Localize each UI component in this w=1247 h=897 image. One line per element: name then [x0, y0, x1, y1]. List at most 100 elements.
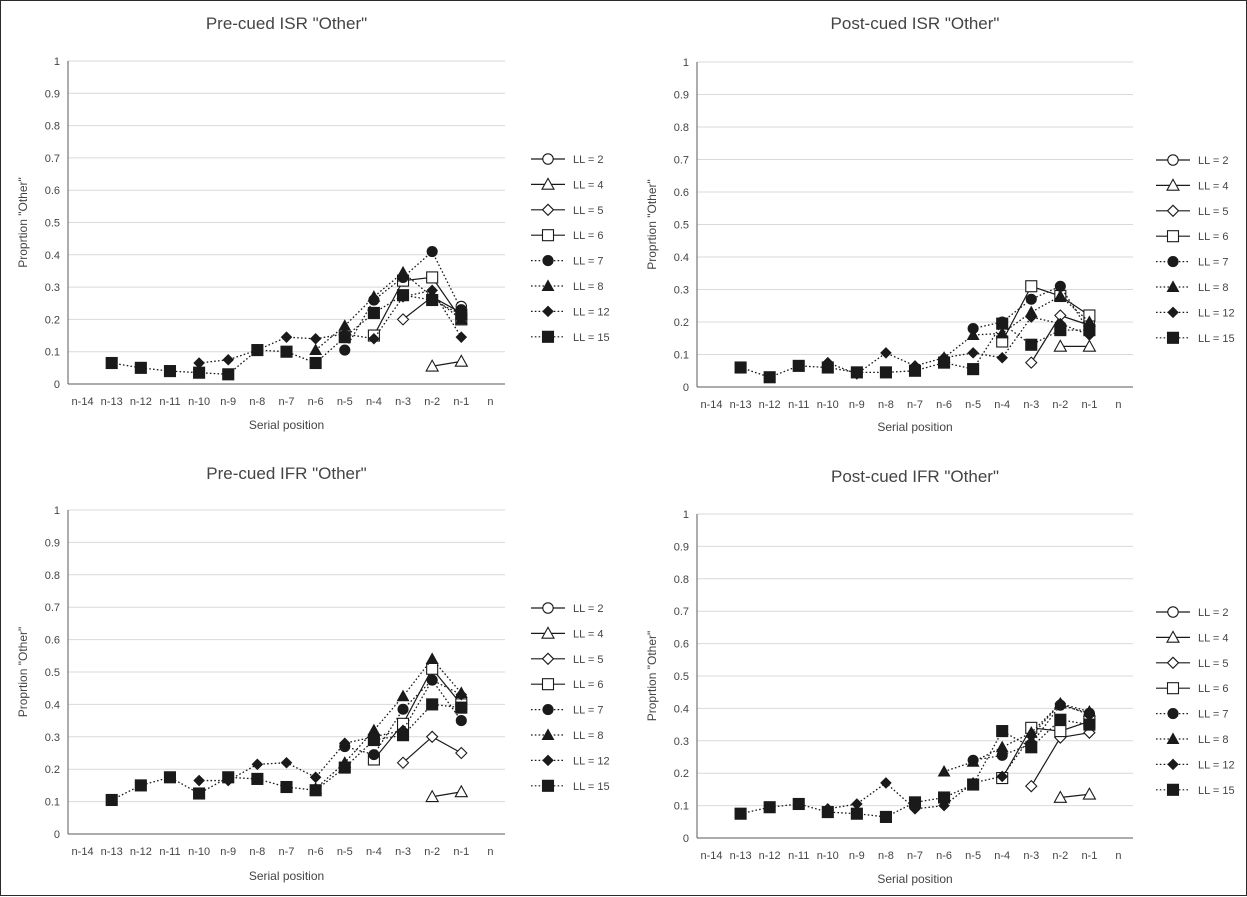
series-ll-8	[309, 652, 468, 794]
data-point	[763, 801, 776, 814]
legend-label: LL = 8	[573, 730, 603, 742]
x-tick-label: n-12	[130, 846, 152, 858]
data-point	[996, 770, 1008, 783]
x-tick-label: n-13	[730, 399, 752, 411]
data-point	[222, 368, 235, 381]
data-point	[368, 749, 380, 761]
x-tick-label: n-2	[424, 396, 440, 408]
series-line	[943, 295, 1090, 359]
series-ll-15	[734, 317, 1096, 384]
legend-entry: LL = 4	[1156, 178, 1228, 192]
legend-entry: LL = 7	[531, 255, 603, 268]
y-tick-label: 0.4	[674, 703, 689, 715]
data-point	[455, 308, 468, 321]
y-tick-label: 0.8	[45, 121, 60, 133]
x-axis-label: Serial position	[877, 872, 952, 886]
x-tick-label: n-5	[965, 399, 981, 411]
data-point	[309, 784, 322, 797]
y-tick-label: 0.3	[45, 282, 60, 294]
series-line	[432, 360, 462, 367]
data-point	[222, 771, 235, 784]
data-point	[938, 356, 951, 369]
legend-marker	[1167, 708, 1179, 720]
legend-marker	[1167, 256, 1179, 268]
legend-label: LL = 4	[573, 179, 603, 191]
legend-marker	[1166, 630, 1180, 643]
legend-label: LL = 12	[1198, 307, 1235, 319]
data-point	[455, 715, 467, 727]
legend-label: LL = 2	[1198, 607, 1228, 619]
data-point	[996, 317, 1009, 330]
y-tick-label: 0.1	[674, 801, 689, 813]
data-point	[426, 271, 439, 284]
legend-label: LL = 5	[573, 654, 603, 666]
y-tick-label: 0.8	[674, 122, 689, 134]
x-tick-label: n-8	[878, 399, 894, 411]
legend-entry: LL = 12	[531, 754, 610, 767]
legend-entry: LL = 4	[531, 626, 603, 640]
series-ll-8	[309, 265, 468, 356]
y-tick-label: 0.2	[45, 764, 60, 776]
legend-label: LL = 8	[1198, 282, 1228, 294]
legend-entry: LL = 2	[531, 602, 603, 615]
data-point	[367, 290, 381, 302]
series-ll-6	[367, 271, 468, 342]
data-point	[1083, 324, 1096, 337]
legend-marker	[541, 203, 555, 217]
x-tick-label: n-8	[878, 850, 894, 862]
x-tick-label: n-5	[337, 846, 353, 858]
x-tick-label: n-2	[1052, 399, 1068, 411]
data-point	[880, 777, 892, 789]
legend-label: LL = 5	[1198, 206, 1228, 218]
x-tick-label: n-3	[395, 396, 411, 408]
series-ll-4	[425, 784, 469, 803]
x-tick-label: n-5	[337, 396, 353, 408]
data-point	[280, 331, 293, 343]
data-point	[792, 359, 805, 372]
series-ll-12	[193, 674, 468, 787]
data-point	[1025, 280, 1038, 293]
chart-title: Pre-cued IFR "Other"	[206, 464, 366, 483]
x-tick-label: n-14	[701, 850, 723, 862]
data-point	[1082, 339, 1097, 352]
legend-label: LL = 2	[1198, 155, 1228, 167]
legend-marker	[1167, 154, 1179, 166]
y-tick-label: 0.6	[45, 635, 60, 647]
x-tick-label: n	[487, 846, 493, 858]
x-tick-label: n-1	[1081, 399, 1097, 411]
data-point	[1053, 790, 1068, 803]
x-tick-label: n-14	[701, 399, 723, 411]
y-tick-label: 0.8	[674, 574, 689, 586]
chart-title: Post-cued ISR "Other"	[831, 14, 1000, 33]
x-tick-label: n-1	[453, 846, 469, 858]
legend-label: LL = 6	[1198, 683, 1228, 695]
x-tick-label: n-1	[453, 396, 469, 408]
legend-label: LL = 7	[1198, 257, 1228, 269]
x-tick-label: n-1	[1081, 850, 1097, 862]
x-tick-label: n-11	[159, 846, 180, 858]
y-tick-label: 0.7	[45, 153, 60, 165]
data-point	[850, 807, 863, 820]
y-tick-label: 1	[54, 505, 60, 517]
x-tick-label: n-6	[308, 846, 324, 858]
data-point	[425, 789, 440, 803]
data-point	[280, 756, 293, 769]
legend-entry: LL = 15	[1156, 783, 1235, 797]
x-tick-label: n-7	[279, 396, 295, 408]
legend-entry: LL = 5	[531, 652, 603, 666]
legend-entry: LL = 15	[531, 779, 610, 793]
legend-entry: LL = 12	[531, 305, 610, 318]
y-tick-label: 0.1	[45, 797, 60, 809]
legend-entry: LL = 6	[531, 678, 603, 691]
legend-marker	[1167, 306, 1179, 319]
series-ll-6	[996, 280, 1096, 348]
legend-label: LL = 4	[1198, 180, 1228, 192]
data-point	[396, 756, 410, 769]
y-tick-label: 0.1	[674, 350, 689, 362]
data-point	[193, 357, 205, 369]
data-point	[879, 810, 892, 823]
legend-marker	[1167, 758, 1179, 771]
legend-label: LL = 15	[573, 332, 610, 344]
series-ll-5	[396, 730, 468, 769]
data-point	[967, 363, 980, 376]
